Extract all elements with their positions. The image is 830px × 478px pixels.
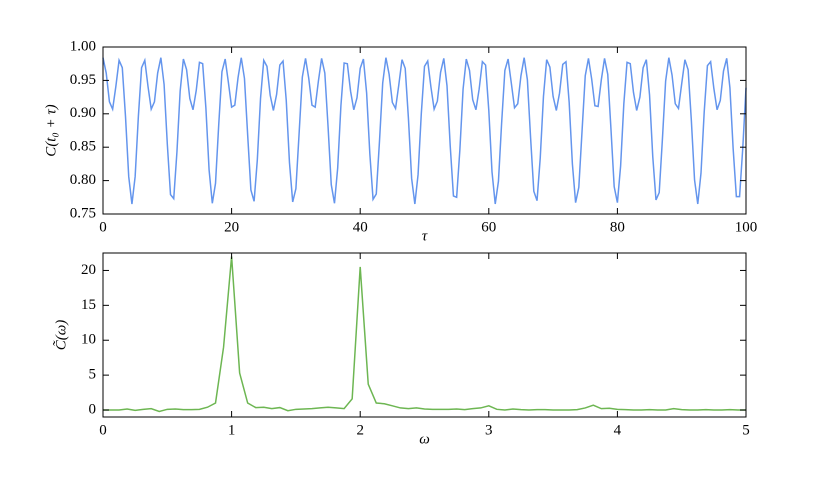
x-axis-label: τ [422, 228, 428, 244]
y-tick-label: 1.00 [70, 38, 96, 54]
x-tick-label: 100 [735, 219, 758, 235]
x-tick-label: 2 [356, 422, 364, 438]
x-tick-label: 4 [614, 422, 622, 438]
x-tick-label: 60 [481, 219, 496, 235]
data-line [103, 256, 746, 413]
axes-frame [102, 46, 747, 215]
x-tick-label: 1 [228, 422, 236, 438]
x-tick-label: 20 [224, 219, 239, 235]
y-tick-label: 20 [81, 262, 96, 278]
x-tick-label: 0 [99, 422, 107, 438]
y-axis-label: C̃(ω) [53, 320, 70, 351]
x-tick-label: 0 [99, 219, 107, 235]
data-line [102, 57, 747, 205]
y-tick-label: 0.85 [70, 139, 96, 155]
x-tick-label: 40 [353, 219, 368, 235]
x-tick-label: 5 [742, 422, 750, 438]
y-tick-label: 0.90 [70, 105, 96, 121]
y-tick-label: 0 [89, 401, 97, 417]
x-tick-label: 80 [610, 219, 625, 235]
axes-frame [102, 252, 747, 418]
x-axis-label: ω [419, 431, 430, 447]
y-tick-label: 0.75 [70, 205, 96, 221]
y-tick-label: 5 [89, 367, 97, 383]
y-tick-label: 0.80 [70, 172, 96, 188]
y-tick-label: 15 [81, 297, 96, 313]
y-tick-label: 10 [81, 332, 96, 348]
x-tick-label: 3 [485, 422, 493, 438]
y-axis-label: C(t₀ + τ) [43, 104, 59, 156]
y-tick-label: 0.95 [70, 72, 96, 88]
